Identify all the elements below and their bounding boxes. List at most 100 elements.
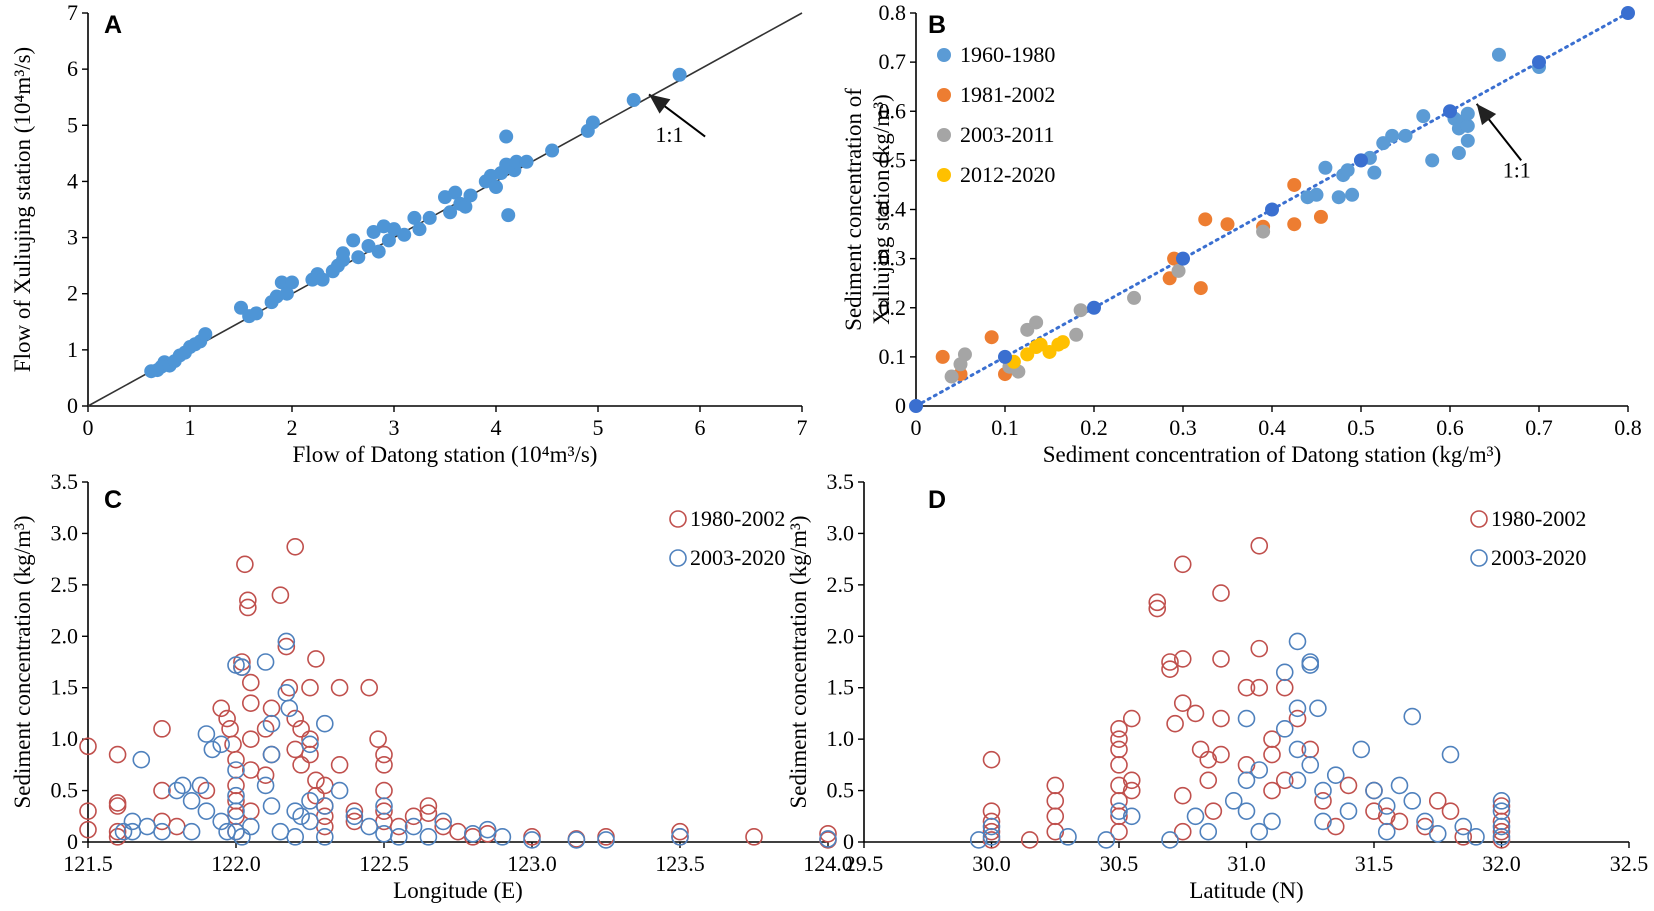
data-point-1980-2002 [108, 797, 127, 815]
data-point-1981-2002 [1313, 209, 1328, 224]
data-point-2003-2020 [1288, 771, 1307, 790]
x-tick-label: 30.5 [1100, 851, 1139, 876]
reference-marker [998, 349, 1012, 364]
data-series-group [935, 47, 1546, 384]
data-point-1980-2002 [1326, 817, 1345, 836]
data-point-2003-2020 [212, 812, 230, 831]
data-point-2003-2020 [1492, 828, 1511, 846]
data-point-1980-2002 [1122, 781, 1141, 800]
data-point-2003-2020 [227, 761, 245, 779]
data-point-2003-2020 [262, 745, 281, 764]
data-point-2003-2020 [292, 807, 310, 826]
data-point-1980-2002 [1199, 750, 1218, 769]
x-tick-label: 4 [491, 415, 502, 440]
data-point-2003-2020 [360, 817, 379, 836]
data-point-1980-2002 [1173, 822, 1192, 841]
data-point-2003-2020 [132, 750, 151, 769]
data-point-2003-2020 [1250, 761, 1269, 779]
data-point-flow [501, 208, 516, 223]
y-tick-label: 1.5 [827, 675, 855, 700]
data-point-1980-2002 [1275, 771, 1294, 790]
data-point-2003-2020 [233, 828, 251, 846]
data-point-2003-2020 [271, 822, 290, 841]
data-point-1980-2002 [1212, 709, 1230, 728]
data-point-2003-2020 [1403, 707, 1422, 726]
data-point-2003-2020 [1237, 709, 1256, 728]
annotation-arrow-head [649, 94, 671, 114]
data-point-1980-2002 [307, 771, 325, 790]
x-tick-label: 0.7 [1525, 415, 1553, 440]
data-point-1980-2002 [1212, 745, 1230, 764]
y-tick-label: 0 [843, 829, 854, 854]
data-point-2003-2020 [1390, 776, 1409, 795]
data-point-flow [407, 210, 422, 225]
data-point-1980-2002 [79, 820, 97, 839]
data-point-2003-2020 [212, 735, 230, 754]
data-point-flow [274, 275, 289, 290]
legend-label: 2003-2011 [960, 122, 1055, 147]
data-point-2003-2020 [375, 824, 393, 843]
data-point-1980-2002 [1199, 771, 1218, 790]
data-point-2003-2020 [493, 828, 512, 846]
data-point-1980-2002 [1186, 704, 1205, 723]
data-point-1980-2002 [242, 673, 260, 692]
data-point-flow [519, 154, 534, 169]
data-point-1981-2002 [1287, 217, 1302, 232]
data-point-1980-2002 [1046, 776, 1065, 795]
data-point-1980-2002 [369, 730, 387, 748]
data-point-flow [422, 210, 437, 225]
data-point-2003-2020 [404, 817, 423, 836]
legend-label: 1980-2002 [690, 506, 785, 531]
data-point-1980-2002 [449, 822, 467, 841]
data-point-1980-2002 [79, 737, 97, 756]
data-point-flow [397, 227, 412, 242]
data-point-2003-2020 [173, 776, 192, 795]
data-point-1960-1980 [1331, 190, 1346, 205]
y-tick-label: 2.5 [827, 572, 855, 597]
data-point-2003-2011 [1171, 263, 1186, 278]
data-point-1980-2002 [212, 699, 230, 718]
data-point-1980-2002 [1046, 807, 1065, 826]
data-point-2003-2020 [819, 830, 837, 848]
data-point-1980-2002 [315, 776, 334, 795]
data-point-1981-2002 [935, 349, 950, 364]
data-point-1980-2002 [242, 730, 260, 748]
data-point-2003-2011 [1256, 224, 1271, 239]
data-point-1981-2002 [1198, 212, 1213, 227]
data-point-1980-2002 [982, 750, 1001, 769]
data-point-1960-1980 [1460, 118, 1475, 133]
data-point-2003-2020 [1428, 824, 1447, 843]
data-point-1980-2002 [1191, 740, 1210, 759]
data-point-2003-2011 [944, 369, 959, 384]
data-point-2003-2020 [1365, 781, 1383, 800]
data-point-1980-2002 [1173, 650, 1192, 668]
data-point-1960-1980 [1345, 187, 1360, 202]
x-tick-label: 0 [911, 415, 922, 440]
data-point-1960-1980 [1340, 163, 1355, 178]
data-point-2003-2020 [1224, 792, 1243, 810]
y-tick-label: 0.3 [879, 246, 907, 271]
data-point-1980-2002 [242, 694, 260, 712]
panel-letter: B [928, 11, 946, 39]
data-point-2003-2020 [1326, 766, 1345, 784]
legend-marker [937, 48, 951, 62]
data-point-1980-2002 [286, 709, 305, 728]
data-point-1980-2002 [286, 537, 305, 556]
data-point-2003-2020 [168, 781, 186, 800]
y-tick-label: 0.6 [879, 98, 907, 123]
reference-marker [1265, 202, 1279, 217]
data-point-1980-2002 [1110, 776, 1128, 795]
legend-marker [669, 549, 687, 567]
data-point-1980-2002 [1173, 786, 1192, 805]
data-point-1960-1980 [1425, 153, 1440, 168]
data-point-1980-2002 [745, 828, 763, 846]
legend-label: 2003-2020 [1491, 545, 1586, 570]
data-point-2003-2020 [277, 632, 296, 651]
data-point-2003-2020 [345, 807, 364, 826]
data-point-2003-2020 [478, 820, 497, 839]
data-point-1980-2002 [292, 756, 310, 774]
data-point-1980-2002 [301, 745, 319, 764]
x-tick-label: 3 [389, 415, 400, 440]
x-tick-label: 122.5 [359, 851, 409, 876]
data-point-1980-2002 [375, 802, 393, 820]
